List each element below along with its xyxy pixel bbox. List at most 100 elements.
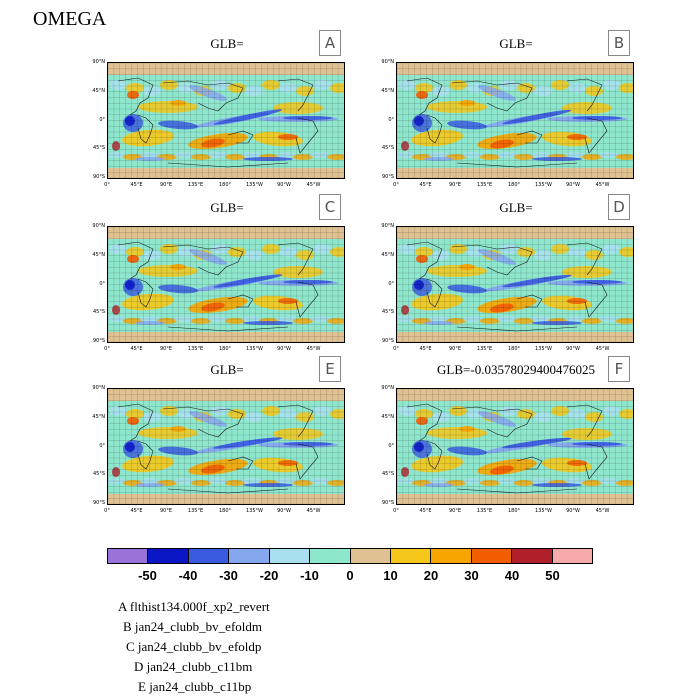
panel-title: GLB=	[499, 200, 533, 215]
field-patch	[201, 138, 225, 148]
field-patch	[500, 406, 518, 416]
field-patch	[427, 265, 487, 277]
field-patch	[532, 321, 582, 325]
field-patch	[500, 244, 518, 254]
field-patch	[585, 412, 603, 422]
latitude-label: 90°N	[381, 385, 394, 391]
field-patch	[279, 409, 297, 419]
polar-band	[397, 227, 633, 239]
panel-title: GLB=	[210, 200, 244, 215]
coastline	[426, 440, 443, 470]
field-patch	[327, 480, 344, 486]
field-patch	[125, 280, 135, 290]
field-patch	[127, 417, 139, 425]
field-patch	[213, 109, 283, 125]
field-patch	[122, 129, 174, 147]
field-patch	[459, 264, 475, 270]
coastline	[451, 80, 533, 112]
field-patch	[330, 247, 344, 257]
field-patch	[565, 316, 585, 322]
field-patch	[534, 250, 552, 260]
longitude-label: 45°W	[595, 346, 610, 352]
map-svg	[108, 227, 344, 342]
field-patch	[158, 446, 198, 456]
coastline	[451, 244, 533, 276]
field-patch	[562, 428, 612, 440]
field-patch	[432, 412, 450, 422]
coastline	[162, 80, 244, 112]
field-patch	[127, 91, 139, 99]
field-patch	[278, 298, 298, 304]
field-patch	[616, 318, 633, 324]
coastline	[162, 244, 244, 276]
coastline	[516, 130, 543, 144]
longitude-label: 180°	[218, 346, 232, 352]
panel-title: GLB=	[210, 36, 244, 51]
longitude-label: 180°	[218, 182, 232, 188]
latitude-label: 45°N	[92, 87, 105, 94]
colorbar-tick-label: 10	[383, 568, 398, 583]
field-patch	[125, 442, 135, 452]
longitude-label: 135°E	[187, 346, 204, 352]
field-patch	[143, 250, 161, 260]
field-patch	[283, 442, 333, 446]
field-patch	[242, 478, 262, 484]
field-patch	[122, 455, 174, 473]
field-patch	[112, 467, 120, 477]
field-patch	[551, 406, 569, 416]
coastline	[277, 78, 314, 112]
coastline	[426, 278, 443, 308]
map-plot	[396, 388, 634, 505]
longitude-label: 90°E	[159, 346, 173, 352]
field-patch	[401, 305, 409, 315]
panel-title: GLB=-0.0357802940047​6025	[437, 362, 595, 377]
field-patch	[138, 427, 198, 439]
field-patch	[572, 442, 622, 446]
field-patch	[572, 116, 622, 120]
panel-letter: D	[608, 194, 630, 220]
polar-band	[397, 494, 633, 504]
coastline	[137, 278, 154, 308]
field-patch	[449, 406, 467, 416]
map-plot	[396, 226, 634, 343]
map-plot	[107, 62, 345, 179]
field-patch	[140, 478, 160, 484]
latitude-label: 0°	[388, 116, 394, 123]
field-patch	[429, 316, 449, 322]
field-patch	[245, 412, 263, 422]
field-patch	[242, 152, 262, 158]
latitude-label: 45°S	[92, 471, 105, 478]
polar-band	[397, 332, 633, 342]
colorbar-swatch	[471, 549, 513, 563]
field-patch	[170, 426, 186, 432]
field-patch	[225, 318, 245, 324]
map-svg	[397, 389, 633, 504]
panel-title: GLB=	[499, 36, 533, 51]
coastline	[137, 440, 154, 470]
colorbar-swatch	[108, 549, 149, 563]
longitude-label: 180°	[507, 346, 521, 352]
field-patch	[401, 141, 409, 151]
latitude-label: 90°S	[381, 500, 394, 506]
field-patch	[327, 154, 344, 160]
field-patch	[447, 446, 487, 456]
longitude-label: 90°E	[448, 346, 462, 352]
longitude-label: 45°W	[306, 508, 321, 514]
coastline	[566, 78, 603, 112]
field-patch	[415, 247, 433, 257]
field-patch	[211, 80, 229, 90]
field-patch	[551, 244, 569, 254]
coastline	[516, 294, 543, 308]
field-patch	[619, 83, 633, 93]
coastline	[584, 443, 608, 480]
field-patch	[616, 154, 633, 160]
field-patch	[160, 406, 178, 416]
longitude-label: 0°	[393, 182, 399, 188]
field-patch	[585, 86, 603, 96]
latitude-label: 45°N	[92, 413, 105, 420]
field-patch	[599, 316, 619, 322]
field-patch	[572, 280, 622, 284]
coastline	[406, 403, 443, 442]
longitude-label: 180°	[507, 508, 521, 514]
coastline	[117, 241, 154, 280]
